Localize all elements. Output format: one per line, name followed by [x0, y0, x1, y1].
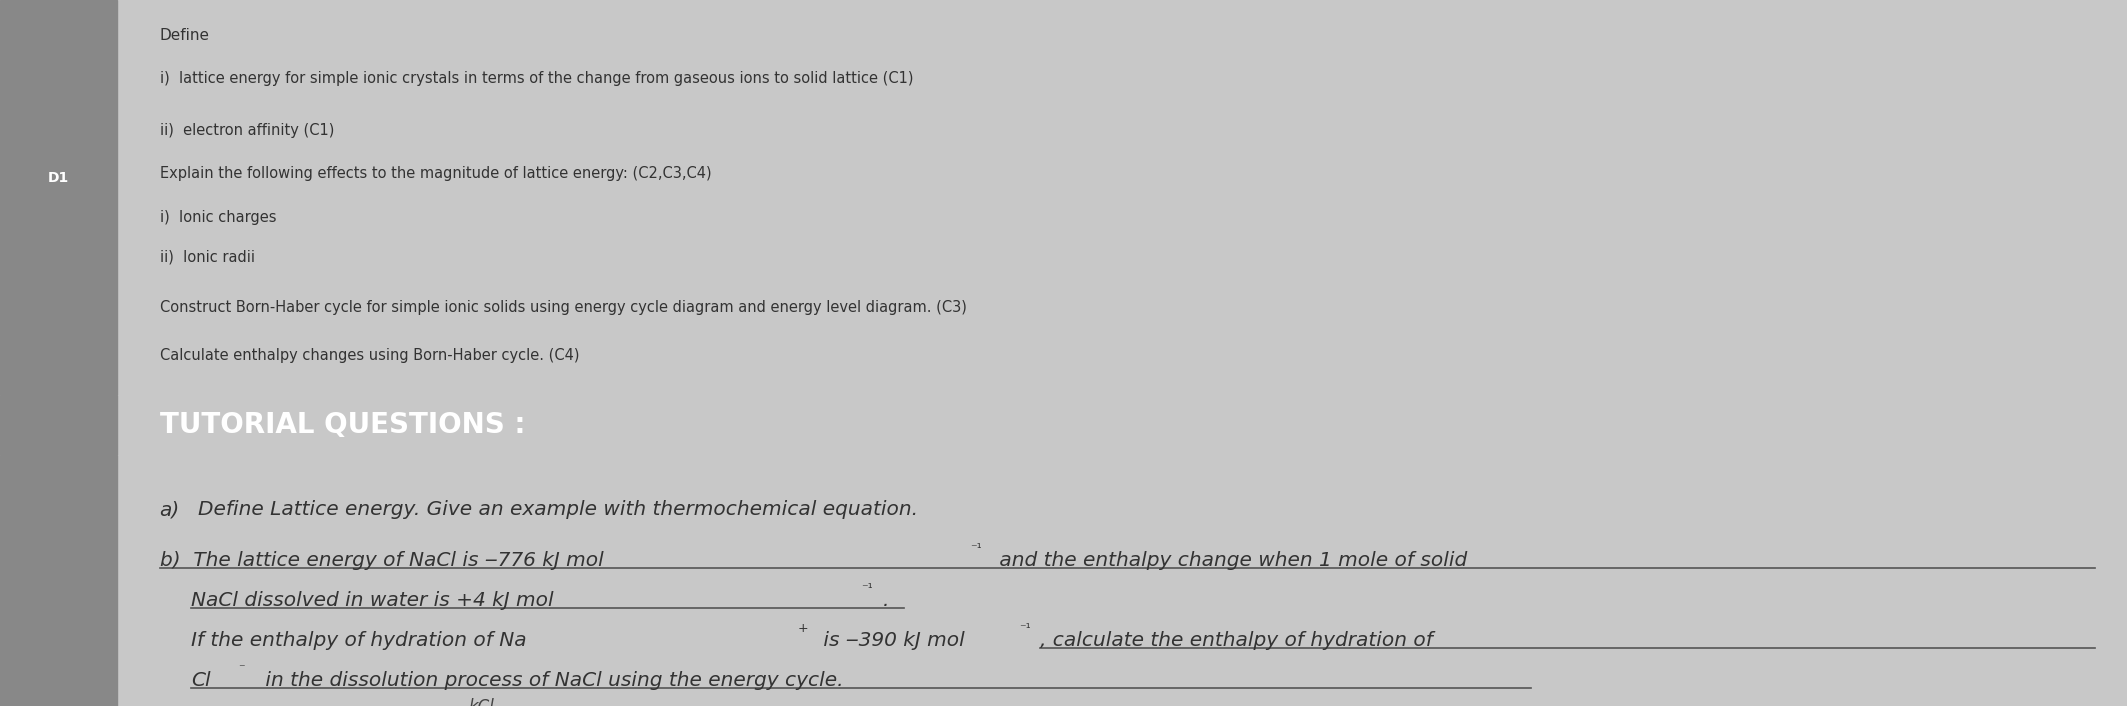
Text: D1: D1 — [49, 171, 68, 185]
Text: b)  The lattice energy of NaCl is ‒776 kJ mol: b) The lattice energy of NaCl is ‒776 kJ… — [160, 551, 604, 570]
Text: a): a) — [160, 501, 181, 520]
Text: Cl: Cl — [191, 671, 211, 690]
Text: kCl: kCl — [468, 698, 493, 706]
Text: TUTORIAL QUESTIONS :: TUTORIAL QUESTIONS : — [160, 412, 525, 439]
Text: ⁻¹: ⁻¹ — [861, 582, 872, 595]
Text: i)  lattice energy for simple ionic crystals in terms of the change from gaseous: i) lattice energy for simple ionic cryst… — [160, 71, 912, 86]
Text: Define Lattice energy. Give an example with thermochemical equation.: Define Lattice energy. Give an example w… — [198, 501, 919, 520]
Text: Define: Define — [160, 28, 211, 42]
Text: If the enthalpy of hydration of Na: If the enthalpy of hydration of Na — [191, 631, 527, 650]
Text: NaCl dissolved in water is +4 kJ mol: NaCl dissolved in water is +4 kJ mol — [191, 591, 553, 610]
Bar — [0, 395, 117, 455]
Text: .: . — [883, 591, 889, 610]
Text: Construct Born-Haber cycle for simple ionic solids using energy cycle diagram an: Construct Born-Haber cycle for simple io… — [160, 301, 966, 316]
Text: +: + — [798, 622, 808, 635]
Text: and the enthalpy change when 1 mole of solid: and the enthalpy change when 1 mole of s… — [993, 551, 1468, 570]
Text: , calculate the enthalpy of hydration of: , calculate the enthalpy of hydration of — [1040, 631, 1434, 650]
Text: ⁻¹: ⁻¹ — [970, 542, 981, 555]
Text: ⁻¹: ⁻¹ — [1019, 622, 1029, 635]
Text: Calculate enthalpy changes using Born-Haber cycle. (C4): Calculate enthalpy changes using Born-Ha… — [160, 348, 579, 363]
Text: is ‒390 kJ mol: is ‒390 kJ mol — [817, 631, 964, 650]
Text: ii)  Ionic radii: ii) Ionic radii — [160, 249, 255, 264]
Text: i)  Ionic charges: i) Ionic charges — [160, 210, 277, 225]
Text: ⁻: ⁻ — [238, 662, 245, 675]
Bar — [0, 455, 117, 706]
Text: in the dissolution process of NaCl using the energy cycle.: in the dissolution process of NaCl using… — [259, 671, 844, 690]
Bar — [0, 0, 117, 395]
Text: ii)  electron affinity (C1): ii) electron affinity (C1) — [160, 123, 334, 138]
Text: Explain the following effects to the magnitude of lattice energy: (C2,C3,C4): Explain the following effects to the mag… — [160, 166, 710, 181]
